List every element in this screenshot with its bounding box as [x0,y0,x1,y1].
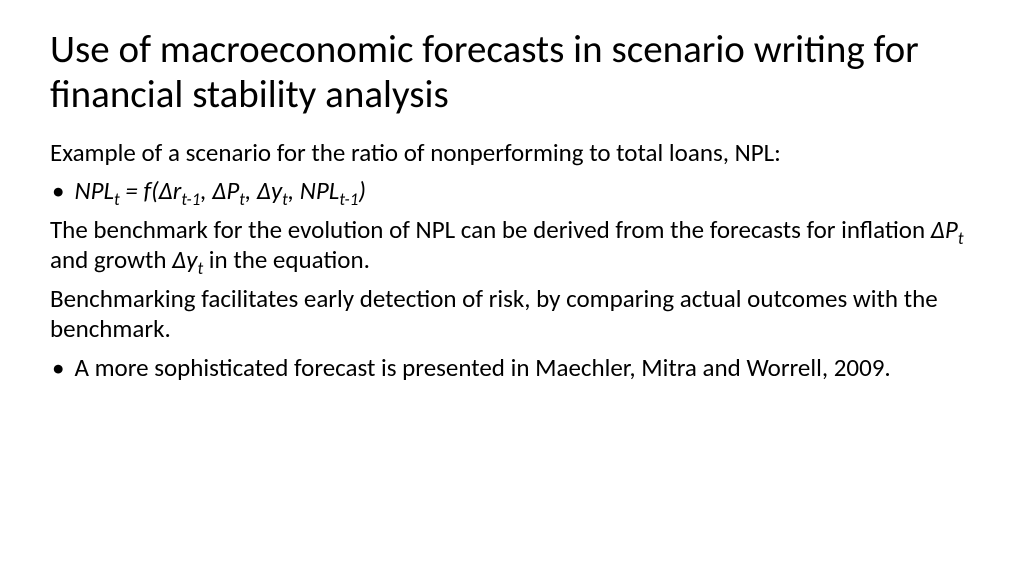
intro-paragraph: Example of a scenario for the ratio of n… [50,138,974,169]
benchmark-paragraph: The benchmark for the evolution of NPL c… [50,215,974,276]
bullet-marker: • [52,353,64,384]
bullet-reference: • A more sophisticated forecast is prese… [50,353,974,384]
benchmarking-paragraph: Benchmarking facilitates early detection… [50,284,974,345]
reference-text: A more sophisticated forecast is present… [74,353,974,384]
bullet-equation: • NPLt = f(Δrt-1, ΔPt, Δyt, NPLt-1) [50,176,974,207]
slide-title: Use of macroeconomic forecasts in scenar… [50,28,974,118]
bullet-marker: • [52,176,64,207]
equation-text: NPLt = f(Δrt-1, ΔPt, Δyt, NPLt-1) [74,176,974,207]
